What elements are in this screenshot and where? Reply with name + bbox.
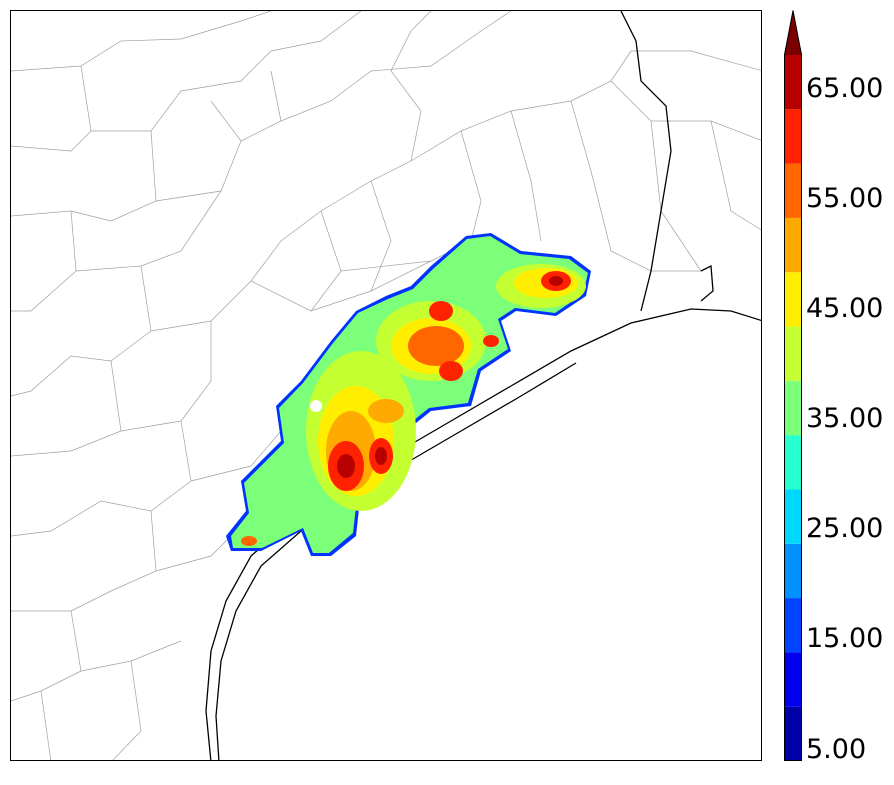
- colorbar-band: [784, 109, 802, 164]
- colorbar-band: [784, 543, 802, 599]
- colorbar-tick-label: 45.00: [806, 293, 884, 324]
- colorbar-tick-label: 15.00: [806, 623, 884, 654]
- colorbar-band: [784, 217, 802, 273]
- colorbar-band: [784, 272, 802, 327]
- colorbar-band: [784, 435, 802, 490]
- colorbar-band: [784, 598, 802, 653]
- colorbar-extend-arrow: [784, 10, 802, 55]
- colorbar-band: [784, 380, 802, 436]
- colorbar-tick-label: 55.00: [806, 183, 884, 214]
- colorbar-band: [784, 326, 802, 381]
- colorbar-outline: [784, 10, 802, 761]
- colorbar-tick-label: 65.00: [806, 73, 884, 104]
- colorbar-tick-label: 5.00: [806, 734, 867, 765]
- colorbar-band: [784, 652, 802, 707]
- colorbar-band: [784, 706, 802, 761]
- colorbar-tick-label: 25.00: [806, 513, 884, 544]
- colorbar-band: [784, 489, 802, 544]
- coastline: [205, 11, 761, 760]
- map-frame: [10, 10, 762, 761]
- map-canvas: [11, 11, 761, 760]
- colorbar-tick-label: 35.00: [806, 403, 884, 434]
- colorbar-band: [784, 163, 802, 218]
- precip-field: [226, 233, 591, 556]
- colorbar-band: [784, 55, 802, 110]
- colorbar: [784, 10, 802, 761]
